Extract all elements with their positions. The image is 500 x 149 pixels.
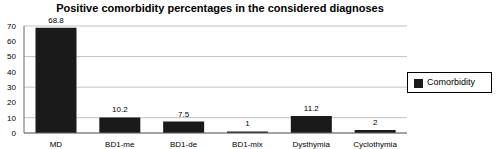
html-text:Positive comorbidity percentag: Positive comorbidity percentages in the …	[56, 2, 384, 14]
svg-text:70: 70	[8, 22, 17, 31]
svg-text:50: 50	[8, 52, 17, 61]
svg-text:11.2: 11.2	[304, 104, 320, 113]
svg-text:Cyclothymia: Cyclothymia	[353, 140, 397, 149]
svg-text:10.2: 10.2	[112, 105, 128, 114]
svg-text:BD1-mix: BD1-mix	[232, 140, 263, 149]
svg-text:60: 60	[8, 37, 17, 46]
svg-text:1: 1	[245, 119, 250, 128]
svg-text:MD: MD	[50, 140, 63, 149]
svg-text:20: 20	[8, 98, 17, 107]
svg-text:2: 2	[373, 118, 378, 127]
svg-text:40: 40	[8, 68, 17, 77]
svg-text:30: 30	[8, 83, 17, 92]
svg-text:BD1-de: BD1-de	[170, 140, 198, 149]
svg-text:7.5: 7.5	[178, 110, 190, 119]
svg-text:BD1-me: BD1-me	[105, 140, 135, 149]
svg-text:68.8: 68.8	[48, 16, 64, 25]
svg-text:0: 0	[12, 129, 17, 138]
html-text:Comorbidity: Comorbidity	[427, 77, 475, 88]
svg-text:Dysthymia: Dysthymia	[293, 140, 331, 149]
svg-text:10: 10	[8, 114, 17, 123]
